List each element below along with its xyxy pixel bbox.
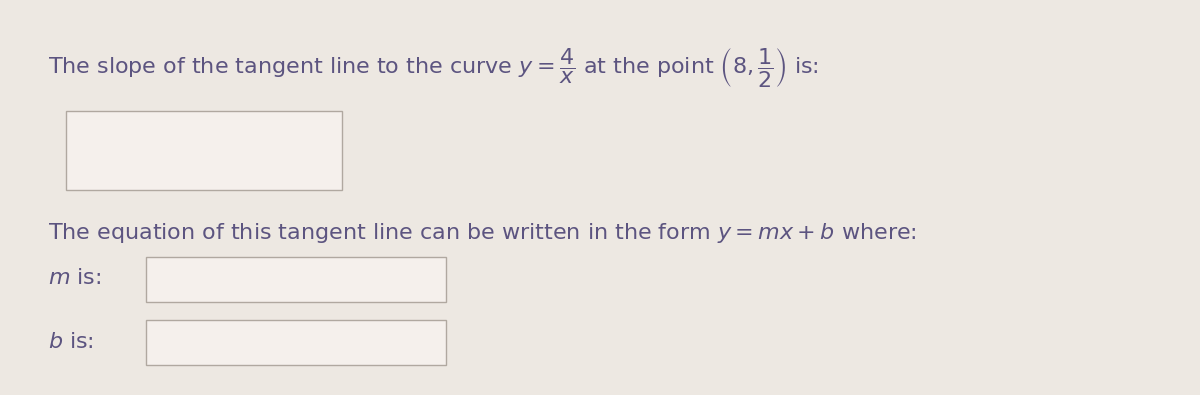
Text: The slope of the tangent line to the curve $y = \dfrac{4}{x}$ at the point $\lef: The slope of the tangent line to the cur… [48, 46, 818, 88]
Text: The equation of this tangent line can be written in the form $y = mx + b$ where:: The equation of this tangent line can be… [48, 221, 917, 245]
FancyBboxPatch shape [146, 320, 446, 365]
Text: $b$ is:: $b$ is: [48, 333, 94, 352]
Text: $m$ is:: $m$ is: [48, 269, 101, 288]
FancyBboxPatch shape [66, 111, 342, 190]
FancyBboxPatch shape [146, 257, 446, 302]
